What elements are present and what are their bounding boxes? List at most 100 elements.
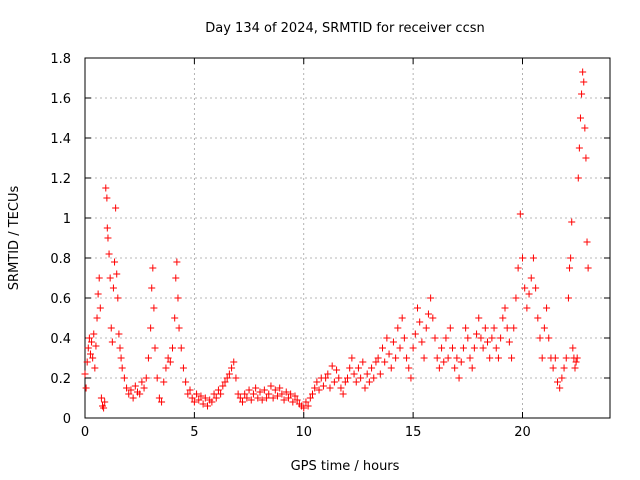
data-point-marker bbox=[409, 344, 417, 352]
data-point-marker bbox=[479, 344, 487, 352]
y-axis-title: SRMTID / TECUs bbox=[7, 186, 22, 291]
data-point-marker bbox=[571, 364, 579, 372]
data-point-marker bbox=[516, 210, 524, 218]
data-point-marker bbox=[488, 334, 496, 342]
data-point-marker bbox=[232, 374, 240, 382]
data-point-marker bbox=[583, 238, 591, 246]
data-point-marker bbox=[190, 398, 198, 406]
data-point-marker bbox=[319, 382, 327, 390]
data-point-marker bbox=[579, 68, 587, 76]
data-point-marker bbox=[424, 310, 432, 318]
data-point-marker bbox=[359, 358, 367, 366]
data-point-marker bbox=[151, 344, 159, 352]
data-point-marker bbox=[182, 378, 190, 386]
data-point-marker bbox=[572, 358, 580, 366]
data-point-marker bbox=[149, 264, 157, 272]
data-point-marker bbox=[337, 384, 345, 392]
data-point-marker bbox=[144, 354, 152, 362]
x-tick-label: 20 bbox=[514, 425, 531, 440]
data-point-marker bbox=[302, 398, 310, 406]
data-point-marker bbox=[348, 354, 356, 362]
data-point-marker bbox=[418, 338, 426, 346]
data-point-marker bbox=[335, 374, 343, 382]
data-point-marker bbox=[481, 324, 489, 332]
data-point-marker bbox=[431, 334, 439, 342]
data-point-marker bbox=[193, 390, 201, 398]
plot-frame bbox=[84, 57, 611, 419]
data-point-marker bbox=[514, 264, 522, 272]
data-point-marker bbox=[392, 354, 400, 362]
data-point-marker bbox=[538, 354, 546, 362]
data-point-marker bbox=[115, 330, 123, 338]
data-point-marker bbox=[84, 344, 92, 352]
data-point-marker bbox=[365, 378, 373, 386]
data-point-marker bbox=[236, 394, 244, 402]
data-point-marker bbox=[127, 386, 135, 394]
data-point-marker bbox=[311, 384, 319, 392]
data-point-marker bbox=[505, 338, 513, 346]
data-point-marker bbox=[473, 330, 481, 338]
data-point-marker bbox=[521, 284, 529, 292]
data-point-marker bbox=[239, 398, 246, 406]
data-point-marker bbox=[108, 338, 116, 346]
data-point-marker bbox=[267, 382, 275, 390]
data-point-marker bbox=[241, 390, 249, 398]
data-point-marker bbox=[186, 386, 194, 394]
data-point-marker bbox=[164, 354, 172, 362]
data-point-marker bbox=[129, 394, 137, 402]
data-point-marker bbox=[153, 374, 161, 382]
grid-lines bbox=[85, 58, 610, 418]
data-point-marker bbox=[219, 382, 227, 390]
data-point-marker bbox=[357, 374, 365, 382]
axis-ticks bbox=[84, 57, 610, 419]
data-point-marker bbox=[326, 384, 334, 392]
data-point-marker bbox=[95, 274, 103, 282]
data-point-marker bbox=[574, 174, 582, 182]
data-point-marker bbox=[534, 314, 542, 322]
data-point-marker bbox=[330, 378, 338, 386]
data-point-marker bbox=[195, 396, 203, 404]
data-point-marker bbox=[118, 364, 126, 372]
data-point-marker bbox=[562, 354, 570, 362]
data-point-marker bbox=[519, 254, 526, 262]
data-point-marker bbox=[150, 304, 158, 312]
data-point-marker bbox=[468, 364, 476, 372]
data-point-marker bbox=[324, 370, 332, 378]
data-point-marker bbox=[214, 386, 222, 394]
data-point-marker bbox=[138, 378, 146, 386]
data-point-marker bbox=[217, 390, 225, 398]
data-point-marker bbox=[407, 374, 415, 382]
data-point-marker bbox=[252, 384, 260, 392]
data-point-marker bbox=[109, 284, 117, 292]
data-point-marker bbox=[158, 398, 166, 406]
data-point-marker bbox=[581, 124, 589, 132]
data-point-marker bbox=[120, 374, 128, 382]
data-point-marker bbox=[245, 386, 253, 394]
data-point-marker bbox=[166, 358, 174, 366]
data-point-marker bbox=[100, 404, 108, 412]
data-point-marker bbox=[169, 344, 176, 352]
data-point-marker bbox=[484, 338, 491, 346]
data-point-marker bbox=[199, 400, 207, 408]
data-point-marker bbox=[442, 334, 450, 342]
data-point-marker bbox=[125, 390, 133, 398]
data-point-marker bbox=[501, 304, 509, 312]
data-point-marker bbox=[499, 314, 507, 322]
data-point-marker bbox=[449, 344, 456, 352]
data-point-marker bbox=[86, 350, 94, 358]
data-point-marker bbox=[254, 394, 262, 402]
data-point-marker bbox=[545, 334, 553, 342]
data-point-marker bbox=[497, 334, 505, 342]
data-point-marker bbox=[444, 354, 452, 362]
data-point-marker bbox=[306, 394, 314, 402]
data-point-marker bbox=[361, 384, 369, 392]
x-tick-labels: 0 5 10 15 20 bbox=[81, 425, 531, 440]
data-point-marker bbox=[171, 314, 179, 322]
y-tick-label: 0 bbox=[63, 412, 71, 427]
data-point-marker bbox=[104, 234, 112, 242]
data-point-marker bbox=[381, 358, 389, 366]
data-point-marker bbox=[223, 374, 231, 382]
data-point-marker bbox=[569, 344, 577, 352]
data-point-marker bbox=[383, 334, 391, 342]
data-point-marker bbox=[83, 358, 91, 366]
